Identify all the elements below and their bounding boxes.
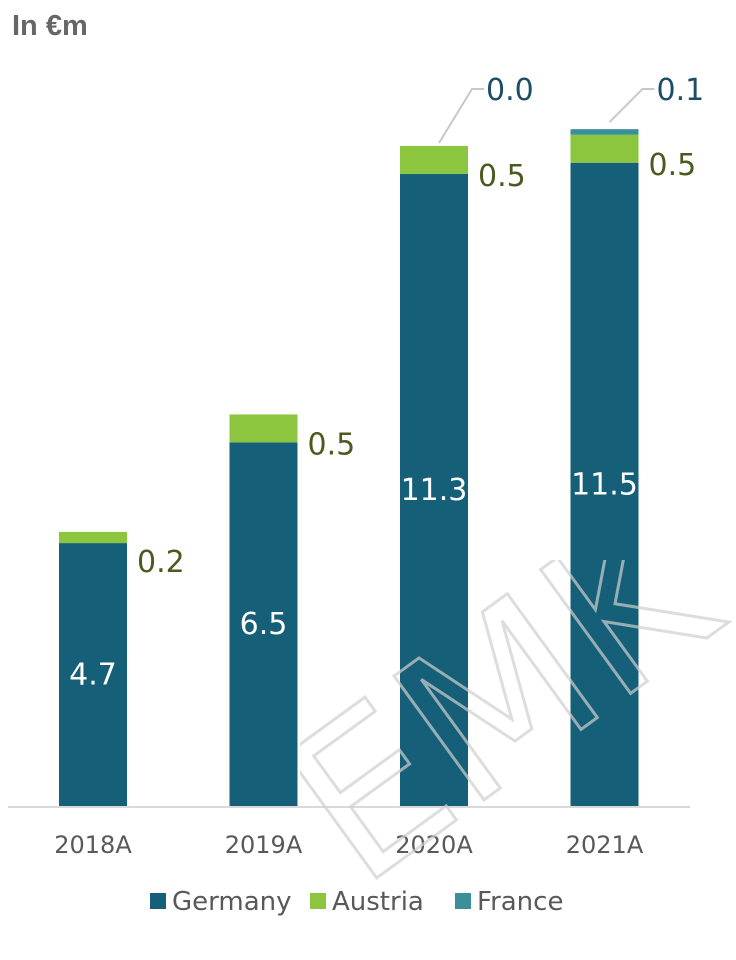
bar-germany-2020A [400, 173, 468, 806]
x-tick-labels-group: 2018A 2019A 2020A 2021A [54, 831, 644, 859]
leader-line-france-2021A [608, 88, 655, 123]
legend-label-germany: Germany [172, 887, 292, 917]
bar-austria-2021A [570, 134, 639, 163]
data-label-france-2021A: 0.1 [657, 73, 705, 108]
x-tick-label-2018A: 2018A [54, 831, 132, 859]
leader-line-france-2020A [438, 88, 484, 144]
bar-austria-2018A [59, 531, 127, 544]
bars-group [59, 129, 639, 806]
data-label-austria-2020A: 0.5 [478, 159, 526, 194]
bar-france-2021A [570, 129, 639, 135]
data-label-france-2020A: 0.0 [486, 73, 534, 108]
data-label-austria-2019A: 0.5 [308, 427, 356, 462]
bar-germany-2021A [570, 162, 639, 806]
data-label-austria-2021A: 0.5 [649, 148, 697, 183]
bar-austria-2019A [229, 414, 298, 443]
legend: Germany Austria France [150, 887, 563, 917]
bar-germany-2018A [59, 543, 127, 806]
x-tick-label-2021A: 2021A [566, 831, 644, 859]
bar-austria-2020A [400, 145, 468, 174]
x-tick-label-2019A: 2019A [225, 831, 303, 859]
x-tick-label-2020A: 2020A [395, 831, 473, 859]
data-label-austria-2018A: 0.2 [137, 545, 185, 580]
legend-label-france: France [477, 887, 563, 917]
legend-swatch-austria [310, 893, 326, 909]
legend-swatch-germany [150, 893, 166, 909]
data-labels-group: 4.7 0.2 6.5 0.5 11.3 0.5 0.0 11.5 0.5 0.1 [69, 73, 704, 693]
data-label-germany-2021A: 11.5 [571, 467, 638, 502]
data-label-germany-2018A: 4.7 [69, 658, 117, 693]
legend-swatch-france [455, 893, 471, 909]
data-label-germany-2019A: 6.5 [240, 607, 288, 642]
bar-germany-2019A [229, 442, 298, 806]
unit-title: In €m [12, 10, 88, 42]
legend-label-austria: Austria [332, 887, 424, 917]
data-label-germany-2020A: 11.3 [401, 473, 468, 508]
